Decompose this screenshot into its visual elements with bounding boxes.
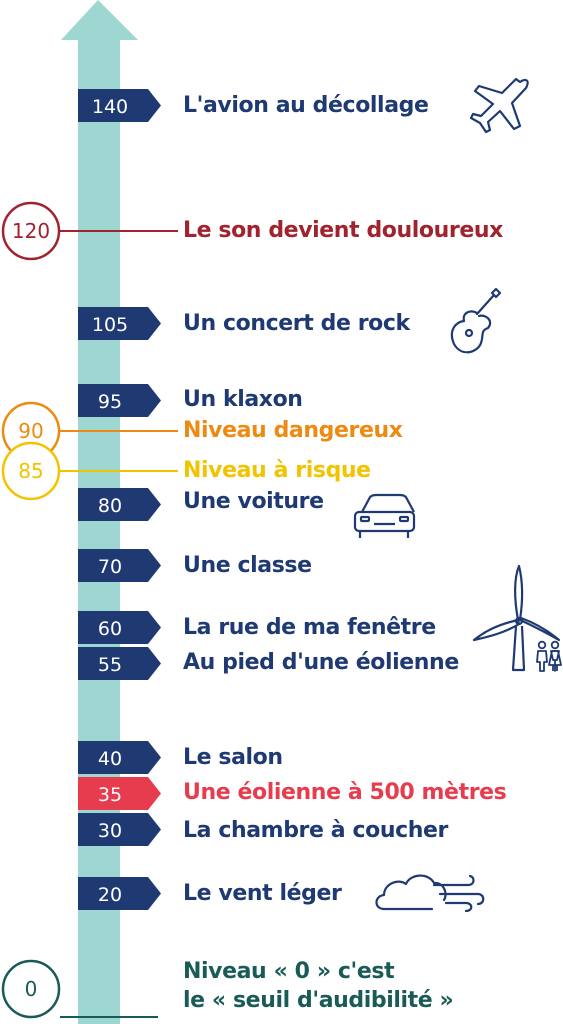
threshold-0-value: 0 xyxy=(25,977,38,1001)
tag-20-value: 20 xyxy=(98,884,122,906)
tag-30: 30 xyxy=(78,813,161,846)
tag-55: 55 xyxy=(78,647,161,680)
zero-line-1: Niveau « 0 » c'est xyxy=(183,959,395,984)
label-35: Une éolienne à 500 mètres xyxy=(183,780,507,805)
threshold-90-value: 90 xyxy=(18,419,43,443)
wind-turbine-icon xyxy=(472,564,561,672)
label-70: Une classe xyxy=(183,553,312,578)
zero-line-2: le « seuil d'audibilité » xyxy=(183,988,454,1013)
tag-55-value: 55 xyxy=(98,654,122,676)
car-icon xyxy=(353,493,416,538)
people-icon xyxy=(536,640,562,672)
threshold-0: 0 xyxy=(1,959,158,1019)
label-80: Une voiture xyxy=(183,489,324,514)
label-55: Au pied d'une éolienne xyxy=(183,650,459,675)
tag-105: 105 xyxy=(78,307,161,340)
tag-95-value: 95 xyxy=(98,391,122,413)
tag-80-value: 80 xyxy=(98,495,122,517)
cloud-wind-icon xyxy=(375,874,485,913)
tag-30-value: 30 xyxy=(98,820,122,842)
guitar-icon xyxy=(450,287,502,354)
threshold-120: 120 xyxy=(1,201,178,261)
label-105: Un concert de rock xyxy=(183,311,410,336)
tag-140-value: 140 xyxy=(92,96,128,118)
label-85: Niveau à risque xyxy=(183,458,371,483)
tag-60: 60 xyxy=(78,611,161,644)
tag-20: 20 xyxy=(78,877,161,910)
tag-70-value: 70 xyxy=(98,556,122,578)
label-95: Un klaxon xyxy=(183,387,303,412)
tag-80: 80 xyxy=(78,488,161,521)
label-40: Le salon xyxy=(183,745,283,770)
tag-140: 140 xyxy=(78,89,161,122)
label-30: La chambre à coucher xyxy=(183,818,448,843)
tag-70: 70 xyxy=(78,549,161,582)
label-60: La rue de ma fenêtre xyxy=(183,615,436,640)
threshold-90: 90 xyxy=(1,401,178,461)
tag-40-value: 40 xyxy=(98,748,122,770)
label-120: Le son devient douloureux xyxy=(183,218,503,243)
label-90: Niveau dangereux xyxy=(183,418,403,443)
threshold-85: 85 xyxy=(1,441,178,501)
threshold-85-value: 85 xyxy=(18,459,43,483)
airplane-icon xyxy=(469,77,529,134)
tag-35: 35 xyxy=(78,777,161,810)
label-20: Le vent léger xyxy=(183,881,342,906)
tag-40: 40 xyxy=(78,741,161,774)
threshold-120-value: 120 xyxy=(12,219,50,243)
tag-105-value: 105 xyxy=(92,314,128,336)
tag-60-value: 60 xyxy=(98,618,122,640)
label-140: L'avion au décollage xyxy=(183,93,429,118)
tag-35-value: 35 xyxy=(98,784,122,806)
tag-95: 95 xyxy=(78,384,161,417)
